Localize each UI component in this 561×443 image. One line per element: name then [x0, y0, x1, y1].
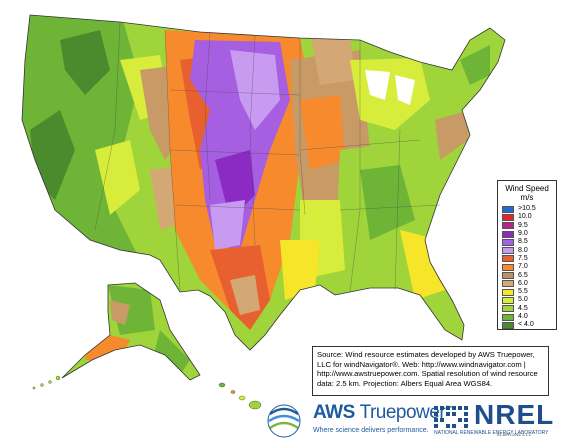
legend-label: 6.0 [518, 279, 528, 287]
legend-swatch [502, 238, 514, 246]
legend-label: 8.5 [518, 238, 528, 246]
legend-swatch [502, 255, 514, 263]
aws-tagline: Where science delivers performance. [313, 427, 429, 434]
legend-label: 4.0 [518, 313, 528, 320]
legend-item: 5.0 [502, 296, 552, 304]
legend-swatch [502, 296, 514, 304]
legend-item: 8.0 [502, 246, 552, 255]
legend-item: >10.5 [502, 205, 552, 213]
aws-brand-light: Truepower [359, 402, 446, 423]
legend-swatch [502, 305, 514, 313]
legend-swatch [502, 288, 514, 296]
legend-swatch [502, 222, 514, 230]
legend-item: 7.0 [502, 263, 552, 271]
legend-item: 9.5 [502, 222, 552, 230]
legend-unit: m/s [520, 193, 534, 202]
contiguous-us-outline [21, 14, 506, 351]
alaska-region [62, 283, 200, 380]
legend-label: 7.5 [518, 254, 528, 262]
legend-swatch [502, 263, 514, 271]
legend-label: 9.5 [518, 221, 528, 229]
aws-truepower-logo: AWS Truepower™ Where science delivers pe… [263, 402, 452, 440]
legend-item: 7.5 [502, 255, 552, 263]
legend-swatch [502, 321, 514, 329]
legend-label: 10.0 [518, 213, 532, 221]
source-line-3: http://www.awstruepower.com. Spatial res… [317, 369, 538, 379]
legend-item: 4.5 [502, 305, 552, 313]
nrel-tagline: NATIONAL RENEWABLE ENERGY LABORATORY [434, 430, 549, 436]
legend-swatch [502, 280, 514, 288]
legend-item: 9.0 [502, 230, 552, 238]
legend-swatch [502, 230, 514, 238]
aws-brand-bold: AWS [313, 402, 355, 423]
legend-swatch [502, 205, 514, 213]
legend-label: 5.5 [518, 288, 528, 296]
source-line-4: data: 2.5 km. Projection: Albers Equal A… [317, 378, 493, 388]
legend-item: 10.0 [502, 213, 552, 221]
legend-label: >10.5 [518, 205, 536, 213]
state-borders [94, 21, 441, 293]
legend-label: 7.0 [518, 263, 528, 271]
legend-item: 4.0 [502, 313, 552, 321]
legend-item: 6.0 [502, 280, 552, 288]
legend-rows: >10.5 10.0 9.5 9.0 8.5 8.0 7.5 7.0 6.5 6.0 5.5 5.0 4… [502, 205, 552, 329]
hawaii-islands [218, 382, 262, 410]
source-line-2: LLC for windNavigator®. Web: http://www.… [317, 359, 526, 369]
legend-swatch [502, 313, 514, 321]
wind-speed-legend: Wind Speed m/s >10.5 10.0 9.5 9.0 8.5 8.0 7.5 7… [497, 180, 557, 330]
legend-item: 8.5 [502, 238, 552, 246]
legend-item: 6.5 [502, 271, 552, 280]
source-note: Source: Wind resource estimates develope… [312, 346, 549, 396]
legend-item: < 4.0 [502, 321, 552, 329]
version-tag: 01-APR-2011 2.1.1 [497, 432, 531, 437]
aws-brand-text: AWS Truepower™ [313, 402, 452, 424]
legend-title: Wind Speed [505, 184, 549, 193]
legend-label: 4.5 [518, 304, 528, 312]
aleutian-islands [32, 375, 61, 390]
source-line-1: Source: Wind resource estimates develope… [317, 350, 535, 359]
legend-label: 9.0 [518, 230, 528, 238]
legend-swatch [502, 272, 514, 280]
legend-item: 5.5 [502, 288, 552, 296]
nrel-mark-icon [434, 406, 468, 428]
legend-swatch [502, 247, 514, 255]
nrel-brand-text: NREL [474, 399, 555, 430]
legend-label: 6.5 [518, 271, 528, 279]
aws-globe-icon [267, 404, 301, 438]
legend-swatch [502, 213, 514, 221]
nrel-logo: NREL NATIONAL RENEWABLE ENERGY LABORATOR… [432, 399, 557, 441]
legend-label: < 4.0 [518, 321, 534, 329]
alaska-outline [61, 282, 201, 381]
legend-label: 5.0 [518, 296, 528, 304]
legend-label: 8.0 [518, 246, 528, 254]
